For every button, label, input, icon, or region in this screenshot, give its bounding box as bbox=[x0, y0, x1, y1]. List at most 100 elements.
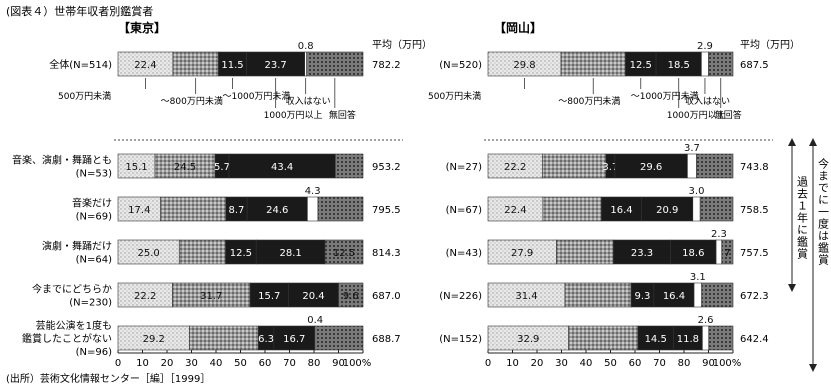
tokyo-bar-to-800 bbox=[172, 51, 219, 77]
tokyo-data-label: 9.6 bbox=[343, 291, 359, 302]
source-note: (出所）芸術文化情報センター［編］［1999］ bbox=[6, 372, 210, 385]
okayama-data-label: 3.7 bbox=[684, 143, 700, 154]
past-year-arrow-bottom bbox=[788, 284, 796, 292]
okayama-row-avg: 758.5 bbox=[740, 205, 769, 216]
okayama-row-avg: 642.4 bbox=[740, 334, 769, 345]
tokyo-bar-over-1000 bbox=[273, 325, 316, 351]
tokyo-data-label: 23.7 bbox=[265, 60, 287, 71]
tokyo-data-label: 28.1 bbox=[279, 248, 301, 259]
tokyo-x-tick-label: 60 bbox=[259, 358, 272, 369]
tokyo-bar-to-1000 bbox=[249, 282, 289, 308]
okayama-data-label: 22.2 bbox=[504, 162, 526, 173]
okayama-bar-to-800 bbox=[542, 196, 602, 222]
tokyo-x-tick-label: 30 bbox=[185, 358, 198, 369]
okayama-data-label: 3.1 bbox=[690, 272, 706, 283]
okayama-data-label: 31.4 bbox=[515, 291, 537, 302]
tokyo-row: 芸能公演を1度も鑑賞したことがない(N=96) 688.7 29.2 6.3 16.70… bbox=[22, 315, 401, 358]
tokyo-bar-to-800 bbox=[189, 325, 259, 351]
tokyo-data-label: 4.3 bbox=[305, 186, 321, 197]
okayama-x-tick-label: 10 bbox=[506, 358, 519, 369]
okayama-row: (N=27) 743.8 22.2 3.7 29.6 3.7 bbox=[446, 143, 769, 179]
okayama-bar-no-income bbox=[692, 196, 701, 222]
tokyo-bar-under-500 bbox=[117, 325, 190, 351]
okayama-legend-label: 無回答 bbox=[715, 109, 742, 121]
tokyo-legend-label: 収入はない bbox=[286, 95, 331, 107]
tokyo-row-avg: 688.7 bbox=[372, 334, 401, 345]
tokyo-row: 音楽だけ(N=69) 795.5 17.4 8.7 24.6 4.3 bbox=[72, 186, 401, 223]
tokyo-x-tick-label: 50 bbox=[234, 358, 247, 369]
tokyo-row-label: 全体(N=514) bbox=[49, 58, 112, 71]
okayama-data-label: 9.3 bbox=[635, 291, 651, 302]
okayama-x-tick-label: 30 bbox=[555, 358, 568, 369]
tokyo-data-label: 24.5 bbox=[174, 162, 196, 173]
okayama-legend-label: 収入はない bbox=[685, 95, 730, 107]
okayama-bar-under-500 bbox=[487, 239, 557, 265]
okayama-data-label: 23.3 bbox=[631, 248, 653, 259]
okayama-row-avg: 687.5 bbox=[740, 60, 769, 71]
tokyo-legend-label: ～800万円未満 bbox=[161, 95, 223, 107]
okayama-title: 【岡山】 bbox=[494, 20, 542, 35]
okayama-legend-label: ～800万円未満 bbox=[558, 95, 620, 107]
tokyo-row: 今までにどちらか(N=230) 687.0 22.2 31.7 15.7 20.4 9.6 bbox=[32, 283, 401, 309]
okayama-data-label: 18.6 bbox=[682, 248, 704, 259]
tokyo-bar-to-800 bbox=[178, 239, 226, 265]
tokyo-avg-header: 平均（万円） bbox=[372, 39, 432, 51]
okayama-data-label: 29.8 bbox=[513, 60, 535, 71]
tokyo-data-label: 12.5 bbox=[230, 248, 252, 259]
okayama-data-label: 3.0 bbox=[689, 186, 705, 197]
tokyo-title: 【東京】 bbox=[118, 20, 166, 35]
okayama-bar-no-answer bbox=[708, 51, 734, 77]
tokyo-data-label: 29.2 bbox=[143, 334, 165, 345]
okayama-legend-label: 1000万円以上 bbox=[667, 110, 726, 121]
okayama-row-label: (N=520) bbox=[439, 60, 482, 71]
okayama-data-label: 16.4 bbox=[610, 205, 632, 216]
tokyo-data-label: 15.7 bbox=[258, 291, 280, 302]
okayama-x-tick-label: 70 bbox=[653, 358, 666, 369]
okayama-data-label: 20.9 bbox=[656, 205, 678, 216]
tokyo-bar-no-answer bbox=[317, 196, 364, 222]
okayama-data-label: 2.3 bbox=[711, 229, 727, 240]
okayama-x-tick-label: 100% bbox=[713, 358, 742, 369]
okayama-data-label: 2.6 bbox=[698, 315, 714, 326]
okayama-row-label: (N=27) bbox=[446, 162, 482, 173]
tokyo-bar-over-1000 bbox=[246, 51, 305, 77]
okayama-bar-no-answer bbox=[699, 196, 734, 222]
tokyo-bar-no-answer bbox=[324, 239, 364, 265]
okayama-data-label: 7 bbox=[724, 248, 730, 259]
tokyo-data-label: 17.4 bbox=[128, 205, 150, 216]
tokyo-data-label: 16.7 bbox=[283, 334, 305, 345]
tokyo-legend-label: 無回答 bbox=[329, 109, 356, 121]
tokyo-data-label: 0.4 bbox=[307, 315, 323, 326]
okayama-data-label: 2.9 bbox=[697, 41, 713, 52]
okayama-bar-to-800 bbox=[564, 282, 632, 308]
tokyo-data-label: 6.3 bbox=[258, 334, 274, 345]
okayama-bar-no-answer bbox=[696, 153, 734, 179]
okayama-x-tick-label: 50 bbox=[604, 358, 617, 369]
tokyo-bar-to-800 bbox=[160, 196, 227, 222]
tokyo-bar-over-1000 bbox=[255, 239, 326, 265]
tokyo-legend-label: 1000万円以上 bbox=[264, 110, 323, 121]
okayama-bar-over-1000 bbox=[655, 51, 702, 77]
okayama-bar-no-answer bbox=[721, 239, 734, 265]
okayama-bar-under-500 bbox=[487, 153, 543, 179]
tokyo-row-avg: 687.0 bbox=[372, 291, 401, 302]
tokyo-x-tick-label: 90 bbox=[332, 358, 345, 369]
okayama-bar-no-answer bbox=[701, 282, 734, 308]
tokyo-x-tick-label: 20 bbox=[161, 358, 174, 369]
tokyo-data-label: 20.4 bbox=[302, 291, 324, 302]
tokyo-x-tick-label: 80 bbox=[308, 358, 321, 369]
tokyo-legend-label: ～1000万円未満 bbox=[223, 90, 291, 102]
tokyo-bar-no-answer bbox=[306, 51, 364, 77]
okayama-row: (N=67) 758.5 22.4 16.4 20.9 3.0 bbox=[446, 186, 769, 222]
tokyo-bar-over-1000 bbox=[288, 282, 339, 308]
tokyo-bar-no-income bbox=[307, 196, 319, 222]
okayama-row: (N=43) 757.5 27.9 23.3 18.6 2.3 7 bbox=[446, 229, 769, 265]
okayama-row: (N=520) 687.5 29.8 12.5 18.5 2.9 bbox=[439, 41, 769, 77]
tokyo-row-avg: 795.5 bbox=[372, 205, 401, 216]
okayama-bar-over-1000 bbox=[614, 153, 688, 179]
ever-arrow-bottom bbox=[809, 364, 817, 372]
